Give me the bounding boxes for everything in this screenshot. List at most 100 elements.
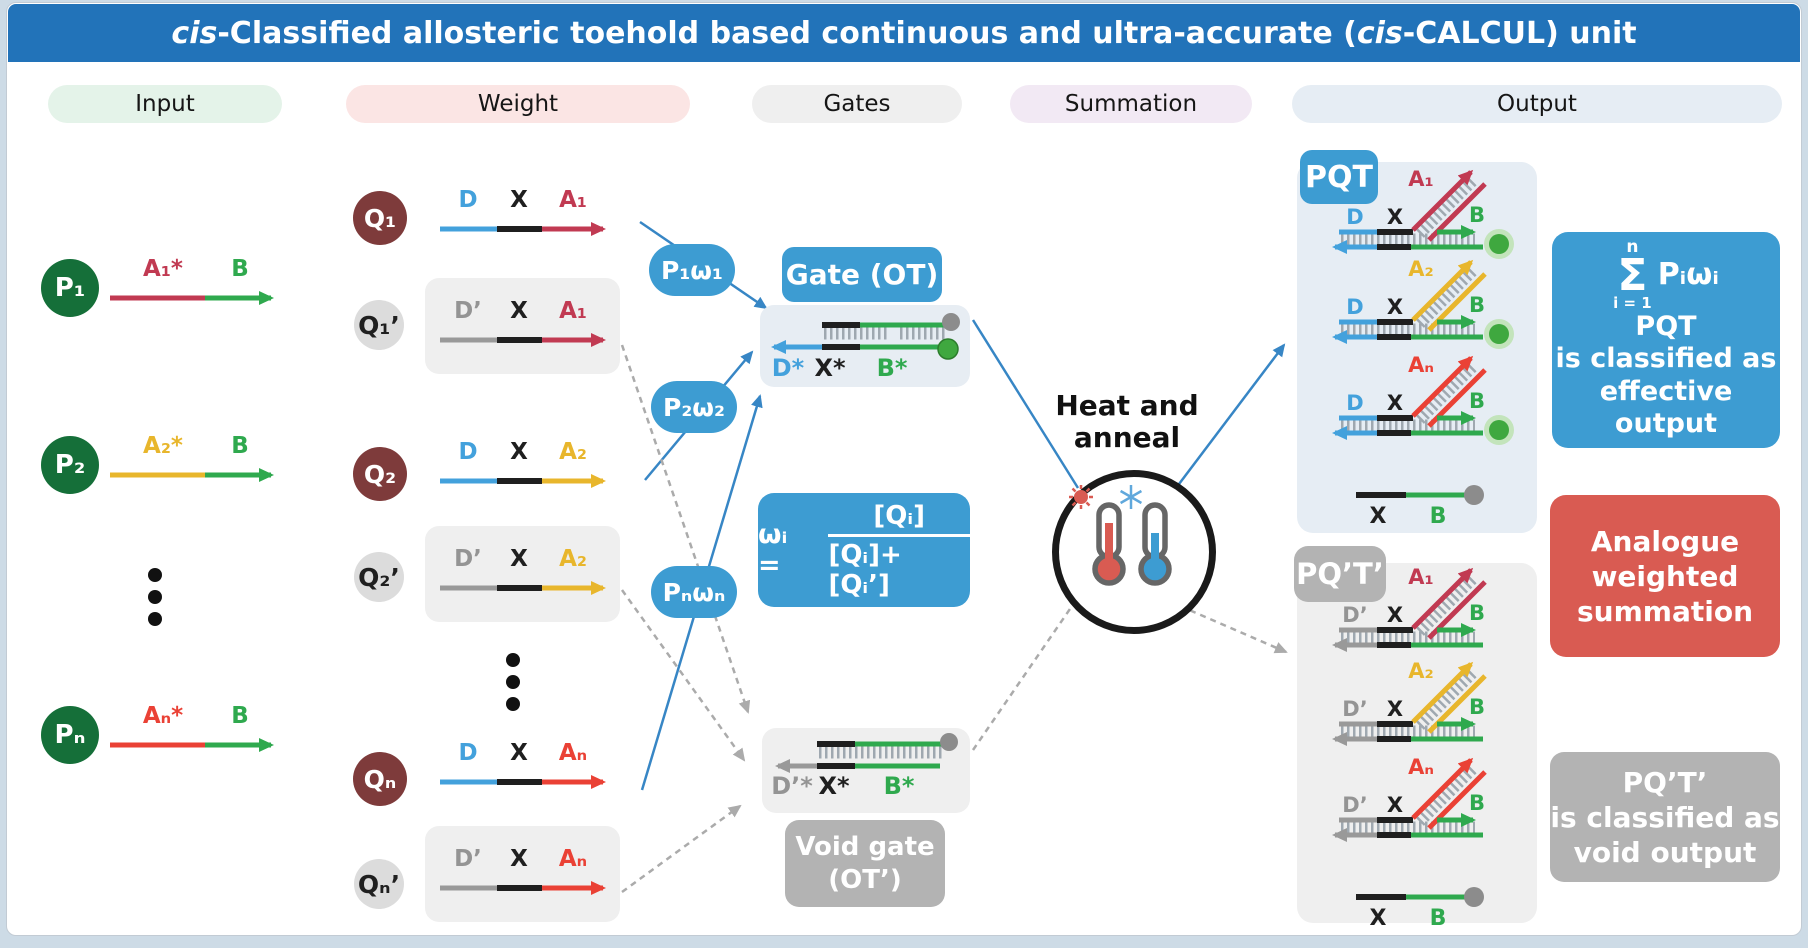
void-gate-structure: D’* X* B*	[771, 733, 958, 800]
label-x: X	[1370, 906, 1387, 930]
column-header-summation: Summation	[1010, 85, 1252, 123]
arrow-qnp-to-voidgate	[621, 804, 742, 894]
summation-formula: n Σ i = 1 Pᵢωᵢ	[1613, 239, 1719, 311]
column-header-output: Output	[1292, 85, 1782, 123]
input-strand-pn: Aₙ* B	[110, 703, 274, 752]
sigma-symbol: Σ	[1617, 250, 1648, 302]
label-d-star: D*	[772, 354, 805, 382]
input-node-p1: P₁	[41, 259, 99, 317]
sum-upper-limit: n	[1626, 237, 1639, 258]
label-an: Aₙ	[559, 846, 587, 872]
sum-term: Pᵢωᵢ	[1657, 257, 1719, 293]
void-output-note: PQ’T’ is classified as void output	[1550, 752, 1780, 882]
input-node-pn: Pₙ	[41, 706, 99, 764]
input-ellipsis-dot	[148, 590, 162, 604]
note-line: effective output	[1599, 375, 1733, 440]
note-line: PQT	[1635, 311, 1697, 343]
weight-term-pnwn: Pₙωₙ	[651, 566, 737, 618]
column-header-gates: Gates	[752, 85, 962, 123]
line-voidgate-to-anneal	[971, 605, 1074, 751]
weight-ellipsis-dot	[506, 675, 520, 689]
label-d: D	[458, 439, 477, 465]
label-b: B	[231, 703, 249, 729]
label-b: B	[231, 256, 249, 282]
qn-prime-box	[425, 826, 620, 922]
label-x: X	[1387, 603, 1403, 627]
weight-node-q1-prime: Q₁’	[354, 300, 404, 350]
label-d-prime: D’	[454, 546, 482, 572]
weight-strand-q2-prime: D’ X A₂	[440, 546, 606, 595]
label-a1: A₁	[559, 187, 587, 213]
weight-term-p1w1: P₁ω₁	[649, 244, 735, 296]
q1-prime-box	[425, 278, 620, 374]
weight-ellipsis-dot	[506, 697, 520, 711]
heat-anneal-label: Heat and anneal	[1055, 389, 1199, 455]
quencher-dot	[1464, 887, 1484, 907]
quencher-dot	[1464, 485, 1484, 505]
column-header-weight: Weight	[346, 85, 690, 123]
gate-ot-label: Gate (OT)	[782, 247, 942, 302]
label-b: B	[1469, 695, 1485, 719]
label-a2: A₂	[559, 546, 587, 572]
label-x: X	[510, 740, 528, 766]
gate-ot-structure: D* X* B*	[771, 313, 960, 382]
fluorophore-dot	[937, 338, 959, 360]
label-x: X	[510, 298, 528, 324]
weight-strand-qn-prime: D’ X Aₙ	[440, 846, 606, 895]
snowflake-icon	[1119, 485, 1143, 509]
figure-title-bar: cis-Classified allosteric toehold based …	[8, 4, 1800, 62]
label-x-star: X*	[818, 772, 850, 800]
pqt-badge: PQT	[1300, 150, 1378, 204]
label-b-star: B*	[884, 772, 915, 800]
arrow-anneal-to-pqtp	[1179, 604, 1288, 654]
sun-icon	[1069, 485, 1093, 509]
label-a2-star: A₂*	[143, 433, 183, 459]
figure-title: cis-Classified allosteric toehold based …	[171, 15, 1637, 51]
label-x: X	[510, 187, 528, 213]
weight-node-qn-prime: Qₙ’	[354, 859, 404, 909]
label-a2: A₂	[1408, 659, 1433, 683]
thermometer-icons	[1069, 485, 1172, 586]
formula-numerator: [Qᵢ]	[873, 500, 925, 531]
pqt-void-complex-3: D’ X Aₙ B	[1332, 755, 1487, 842]
pqt-complex-2: D X A₂ B	[1332, 257, 1514, 349]
fraction-bar	[828, 533, 970, 537]
label-d-prime: D’	[1342, 793, 1367, 817]
input-node-p2: P₂	[41, 436, 99, 494]
label-b: B	[231, 433, 249, 459]
weight-node-q2: Q₂	[353, 447, 407, 501]
label-d: D	[1346, 295, 1363, 319]
label-b-star: B*	[877, 354, 908, 382]
arrow-q2p-to-voidgate	[620, 589, 746, 762]
weight-strand-q1: D X A₁	[440, 187, 606, 236]
input-ellipsis-dot	[148, 568, 162, 582]
formula-denominator: [Qᵢ]+ [Qᵢ’]	[828, 539, 902, 600]
pqt-complex-1: D X A₁ B	[1332, 167, 1514, 259]
label-x: X	[1387, 391, 1403, 415]
label-a2: A₂	[1408, 257, 1433, 281]
weight-formula-box: ωᵢ = [Qᵢ] [Qᵢ]+ [Qᵢ’]	[758, 493, 970, 607]
label-x: X	[510, 439, 528, 465]
label-a2: A₂	[559, 439, 587, 465]
label-x: X	[510, 546, 528, 572]
label-d-prime: D’	[1342, 697, 1367, 721]
weight-node-qn: Qₙ	[353, 752, 407, 806]
pqt-waste-strand: X B	[1356, 485, 1484, 528]
weight-term-p2w2: P₂ω₂	[651, 381, 737, 433]
pqt-void-badge: PQ’T’	[1294, 546, 1386, 602]
input-strand-p1: A₁* B	[110, 256, 274, 305]
label-d: D	[458, 187, 477, 213]
pqt-void-complex-2: D’ X A₂ B	[1332, 659, 1487, 746]
label-d-prime: D’	[454, 846, 482, 872]
label-an: Aₙ	[1408, 353, 1434, 377]
label-d-prime: D’	[454, 298, 482, 324]
quencher-dot	[940, 733, 958, 751]
quencher-dot	[942, 313, 960, 331]
cold-thermometer-icon	[1138, 502, 1172, 586]
label-d: D	[1346, 391, 1363, 415]
label-x: X	[1387, 697, 1403, 721]
column-header-input: Input	[48, 85, 282, 123]
label-x: X	[510, 846, 528, 872]
label-an: Aₙ	[559, 740, 587, 766]
